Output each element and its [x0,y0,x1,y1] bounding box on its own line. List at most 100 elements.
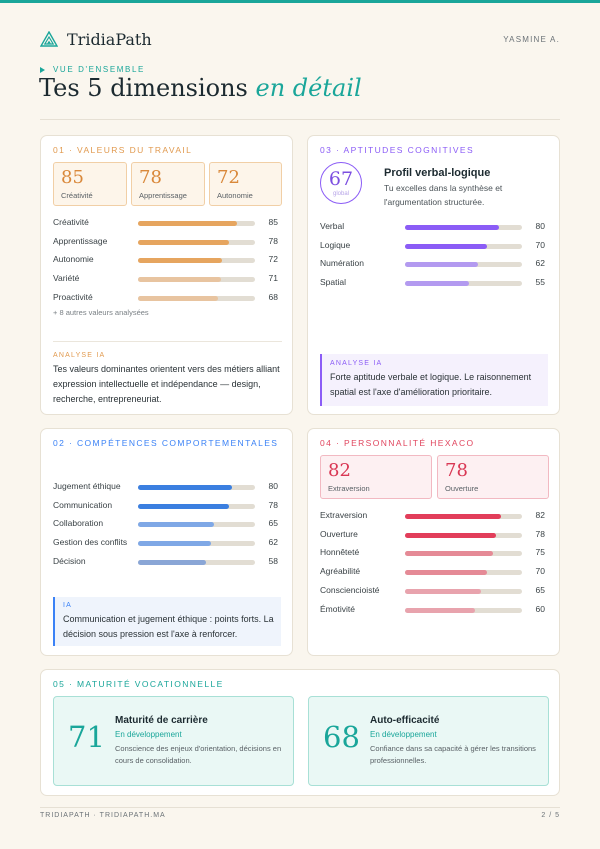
page-title-accent: en détail [255,74,362,102]
maturity-item: 71 Maturité de carrière En développement… [53,696,294,786]
card-title: 01 · VALEURS DU TRAVAIL [53,145,193,155]
row-value: 70 [535,566,545,577]
more-values-note: + 8 autres valeurs analysées [53,308,149,317]
score-bar-fill [138,559,206,565]
row-value: 62 [535,258,545,269]
card-divider [53,341,282,342]
tridiapath-logo-icon [40,31,58,47]
title-divider [40,119,560,120]
section-eyebrow: VUE D'ENSEMBLE [40,65,145,74]
profile-description: Tu excelles dans la synthèse et l'argume… [384,183,503,207]
score-bar-fill [405,570,487,576]
score-bar-fill [138,522,215,528]
row-value: 80 [268,481,278,491]
row-value: 85 [268,217,278,227]
hexaco-card: 04 · PERSONNALITÉ HEXACO 82 Extraversion… [307,428,560,656]
score-box: 78 Ouverture [437,455,549,499]
score-bar-fill [138,239,230,245]
footer-divider [40,807,560,808]
score-bar-track [405,551,522,557]
card-title: 05 · MATURITÉ VOCATIONNELLE [53,679,224,689]
row-label: Spatial [320,277,346,288]
score-value: 78 [139,167,162,188]
score-bar-fill [138,221,238,226]
row-value: 80 [535,221,545,231]
ai-analysis-box: ANALYSE IA Forte aptitude verbale et log… [320,354,548,406]
score-bar-track [138,522,255,528]
score-row: Numération 62 [320,258,549,270]
maturity-description: Confiance dans sa capacité à gérer les t… [370,744,536,765]
score-bar-track [138,239,255,245]
brand-name: TridiaPath [67,29,152,49]
score-row: Collaboration 65 [53,518,282,530]
ai-analysis-label: ANALYSE IA [53,352,106,359]
score-row: Émotivité 60 [320,604,549,616]
row-label: Communication [53,499,113,510]
score-bar-fill [405,281,470,287]
score-bar-track [405,225,522,230]
score-bar-track [138,559,255,565]
row-value: 65 [535,584,545,595]
row-label: Autonomie [53,254,94,265]
row-label: Décision [53,555,86,566]
maturity-status: En développement [115,730,182,739]
score-row: Jugement éthique 80 [53,481,282,493]
cognitive-card: 03 · APTITUDES COGNITIVES 67 global Prof… [307,135,560,415]
score-bar-fill [405,514,501,519]
score-label: Autonomie [217,191,253,200]
score-label: Créativité [61,191,93,200]
row-label: Numération [320,258,364,269]
maturity-status: En développement [370,730,437,739]
row-value: 58 [268,555,278,566]
score-bar-track [138,258,255,264]
score-row: Décision 58 [53,556,282,568]
score-bar-fill [138,258,223,264]
score-value: 72 [217,167,240,188]
score-bar-fill [138,503,230,509]
row-label: Honnêteté [320,547,360,558]
row-value: 62 [268,537,278,548]
row-label: Consciencioisté [320,584,380,595]
score-bar-fill [405,607,476,613]
maturity-item: 68 Auto-efficacité En développement Conf… [308,696,549,786]
score-row: Consciencioisté 65 [320,585,549,597]
score-row: Proactivité 68 [53,292,282,304]
score-bar-fill [405,588,482,594]
row-label: Jugement éthique [53,481,121,491]
score-bar-track [405,607,522,613]
score-row: Extraversion 82 [320,510,549,522]
row-value: 71 [268,273,278,284]
ai-analysis-text: Forte aptitude verbale et logique. Le ra… [330,372,532,397]
row-label: Créativité [53,217,89,227]
play-triangle-icon [40,66,45,73]
score-bar-track [405,514,522,519]
score-bar-track [138,485,255,490]
score-row: Verbal 80 [320,221,549,233]
row-label: Logique [320,239,351,250]
page-title-main: Tes 5 dimensions [39,74,248,102]
row-value: 55 [535,277,545,288]
score-bar-track [405,570,522,576]
page-number: 2 / 5 [541,812,560,819]
row-label: Gestion des conflits [53,537,128,548]
score-bar-fill [138,295,218,301]
score-bar-track [405,588,522,594]
card-title: 04 · PERSONNALITÉ HEXACO [320,438,475,448]
maturity-score: 68 [323,720,360,754]
score-row: Logique 70 [320,240,549,252]
score-row: Agréabilité 70 [320,566,549,578]
score-box: 78 Apprentissage [131,162,205,206]
maturity-title: Auto-efficacité [370,715,440,726]
ai-analysis-label: ANALYSE IA [330,360,383,367]
score-bar-track [138,277,255,283]
maturity-title: Maturité de carrière [115,715,208,726]
score-bar-track [405,262,522,268]
score-bar-track [405,281,522,287]
score-box: 85 Créativité [53,162,127,206]
row-value: 65 [268,518,278,529]
score-value: 82 [328,460,351,481]
user-name: YASMINE A. [503,34,560,44]
score-label: Extraversion [328,484,370,493]
row-label: Extraversion [320,510,368,520]
score-bar-fill [405,551,493,557]
